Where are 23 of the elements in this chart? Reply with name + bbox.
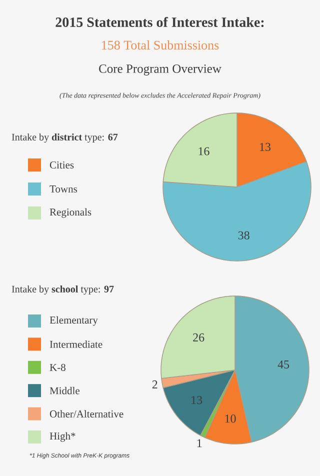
text: Core Program Overview [99, 64, 222, 76]
data-label: 38 [238, 231, 250, 240]
data-label: 13 [192, 396, 202, 404]
data-label: 26 [193, 333, 204, 342]
data-label: 2 [152, 380, 158, 388]
data-label: 1 [197, 439, 202, 448]
data-label: 10 [225, 414, 236, 423]
data-label: 13 [260, 142, 270, 151]
legend-label: Regionals [50, 208, 92, 218]
legend-label: Cities [50, 161, 74, 169]
legend-title: Intake by school type: 97 [12, 285, 114, 295]
legend-label: Other/Alternative [50, 410, 124, 418]
legend-label: Elementary [50, 316, 98, 326]
data-label: 45 [278, 360, 290, 368]
chart-title: 2015 Statements of Interest Intake: [56, 16, 264, 28]
legend-title: Intake by district type: 67 [12, 133, 118, 143]
legend-label: K-8 [50, 364, 66, 371]
legend-label: Towns [50, 186, 78, 192]
legend-label: Intermediate [50, 340, 102, 348]
data-label: 16 [198, 147, 210, 156]
chart-subtitle: 158 Total Submissions [102, 40, 219, 50]
legend-label: Middle [50, 386, 80, 394]
legend-label: High* [50, 432, 76, 442]
